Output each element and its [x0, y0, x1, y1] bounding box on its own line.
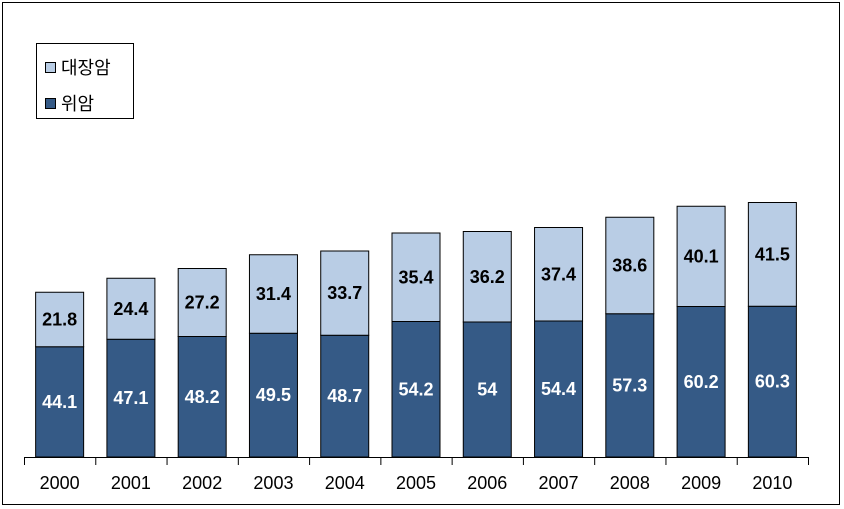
- x-tick-label-2002: 2002: [182, 473, 222, 493]
- bar-stomach-2008: [605, 313, 655, 458]
- legend-swatch-colorectal: [45, 61, 56, 73]
- bar-stomach-2004: [320, 334, 370, 458]
- data-label-stomach-2001: 47.1: [113, 388, 148, 408]
- data-label-stomach-2009: 60.2: [684, 372, 719, 392]
- bar-colorectal-2007: [534, 227, 584, 322]
- data-label-colorectal-2004: 33.7: [327, 283, 362, 303]
- x-tick-label-2007: 2007: [539, 473, 579, 493]
- data-label-stomach-2000: 44.1: [42, 392, 77, 412]
- data-label-stomach-2008: 57.3: [612, 375, 647, 395]
- data-label-colorectal-2009: 40.1: [684, 246, 719, 266]
- bar-stomach-2003: [248, 332, 298, 458]
- data-label-colorectal-2007: 37.4: [541, 264, 576, 284]
- data-label-stomach-2007: 54.4: [541, 379, 576, 399]
- stacked-bar-chart: 44.1 21.8 2000 47.1 24.4 2001 48.2 27.2 2002 49.5…: [24, 202, 809, 493]
- x-tick-label-2005: 2005: [396, 473, 436, 493]
- data-label-stomach-2010: 60.3: [755, 372, 790, 392]
- bar-stomach-2000: [35, 346, 85, 458]
- x-tick-label-2010: 2010: [752, 473, 792, 493]
- bar-colorectal-2008: [605, 216, 655, 315]
- bar-colorectal-2000: [35, 291, 85, 348]
- data-label-colorectal-2006: 36.2: [470, 267, 505, 287]
- data-label-stomach-2002: 48.2: [185, 387, 220, 407]
- x-tick-label-2000: 2000: [40, 473, 80, 493]
- legend-swatch-stomach: [45, 97, 56, 109]
- data-label-colorectal-2010: 41.5: [755, 244, 790, 264]
- bar-colorectal-2001: [106, 277, 156, 340]
- bar-colorectal-2003: [248, 254, 298, 334]
- bar-colorectal-2006: [462, 231, 512, 323]
- x-tick-label-2001: 2001: [111, 473, 151, 493]
- legend-label-stomach: 위암: [61, 94, 95, 115]
- x-tick-label-2009: 2009: [681, 473, 721, 493]
- legend-item-colorectal: 대장암: [45, 54, 111, 80]
- bar-stomach-2009: [676, 306, 726, 458]
- bar-stomach-2002: [177, 336, 227, 458]
- data-label-colorectal-2000: 21.8: [42, 310, 77, 330]
- data-label-colorectal-2003: 31.4: [256, 284, 291, 304]
- x-tick-label-2004: 2004: [325, 473, 365, 493]
- bar-stomach-2001: [106, 338, 156, 458]
- bar-colorectal-2010: [747, 202, 797, 307]
- bar-stomach-2010: [747, 305, 797, 458]
- data-label-colorectal-2001: 24.4: [113, 299, 148, 319]
- legend-label-colorectal: 대장암: [61, 58, 111, 79]
- x-tick-label-2003: 2003: [253, 473, 293, 493]
- data-label-colorectal-2002: 27.2: [185, 293, 220, 313]
- data-label-stomach-2005: 54.2: [398, 379, 433, 399]
- bar-stomach-2005: [391, 321, 441, 458]
- data-label-stomach-2006: 54: [477, 380, 497, 400]
- bar-colorectal-2005: [391, 232, 441, 322]
- data-label-colorectal-2008: 38.6: [612, 256, 647, 276]
- bar-colorectal-2009: [676, 205, 726, 307]
- data-label-stomach-2004: 48.7: [327, 386, 362, 406]
- legend-item-stomach: 위암: [45, 90, 94, 116]
- bar-colorectal-2004: [320, 250, 370, 336]
- data-label-colorectal-2005: 35.4: [398, 267, 433, 287]
- x-tick-label-2006: 2006: [467, 473, 507, 493]
- bar-colorectal-2002: [177, 268, 227, 337]
- x-tick-label-2008: 2008: [610, 473, 650, 493]
- data-label-stomach-2003: 49.5: [256, 385, 291, 405]
- bar-stomach-2006: [462, 321, 512, 458]
- legend: 대장암 위암: [36, 43, 134, 119]
- bar-stomach-2007: [534, 320, 584, 458]
